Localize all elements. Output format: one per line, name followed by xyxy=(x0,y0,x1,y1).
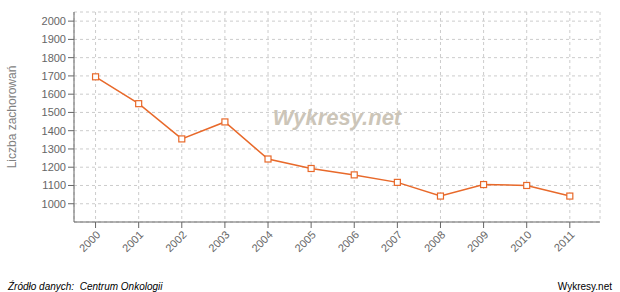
svg-text:1800: 1800 xyxy=(42,52,66,64)
svg-text:1600: 1600 xyxy=(42,88,66,100)
svg-text:2004: 2004 xyxy=(249,228,275,254)
svg-text:1000: 1000 xyxy=(42,198,66,210)
html-text:Źródło danych: Centrum Onkolog: Źródło danych: Centrum Onkologii xyxy=(8,281,163,292)
svg-text:2009: 2009 xyxy=(465,228,491,254)
svg-text:Liczba zachorowań: Liczba zachorowań xyxy=(8,66,19,169)
svg-text:2002: 2002 xyxy=(163,228,189,254)
svg-text:2011: 2011 xyxy=(552,228,577,253)
svg-text:2008: 2008 xyxy=(422,228,448,254)
svg-text:2006: 2006 xyxy=(335,228,361,254)
svg-text:2003: 2003 xyxy=(206,228,232,254)
svg-text:2005: 2005 xyxy=(292,228,318,254)
svg-text:2000: 2000 xyxy=(42,15,66,27)
svg-text:Wykresy.net: Wykresy.net xyxy=(273,105,403,130)
svg-text:1200: 1200 xyxy=(42,161,66,173)
svg-text:2010: 2010 xyxy=(508,228,534,254)
svg-text:2000: 2000 xyxy=(77,228,103,254)
svg-text:1900: 1900 xyxy=(42,33,66,45)
html-text:Wykresy.net: Wykresy.net xyxy=(557,281,612,292)
svg-text:1500: 1500 xyxy=(42,106,66,118)
svg-text:1400: 1400 xyxy=(42,125,66,137)
svg-text:2007: 2007 xyxy=(378,228,404,254)
svg-text:1300: 1300 xyxy=(42,143,66,155)
svg-text:1700: 1700 xyxy=(42,70,66,82)
svg-text:2001: 2001 xyxy=(120,228,146,254)
svg-text:1100: 1100 xyxy=(42,179,66,191)
